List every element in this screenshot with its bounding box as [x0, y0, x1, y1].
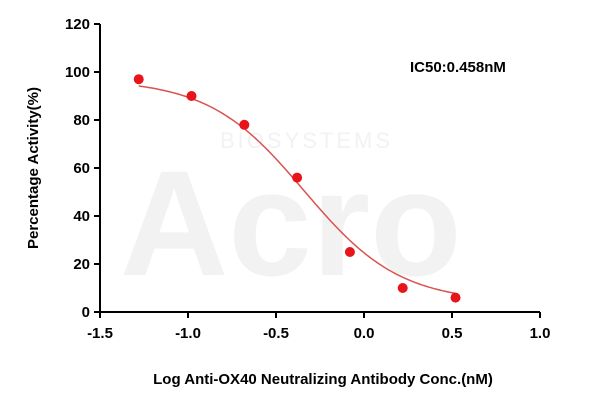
data-point: [450, 292, 461, 303]
y-tick-label: 40: [73, 208, 90, 225]
x-tick-label: -1.0: [175, 325, 201, 342]
y-axis-title: Percentage Activity(%): [25, 87, 42, 249]
data-point: [239, 119, 250, 130]
data-points: [133, 74, 461, 303]
watermark-text: BIOSYSTEMS: [220, 128, 393, 153]
y-tick-label: 120: [65, 16, 90, 33]
y-tick-label: 80: [73, 112, 90, 129]
x-tick-label: 0.5: [442, 325, 463, 342]
y-tick-label: 0: [82, 304, 90, 321]
x-tick-label: -0.5: [263, 325, 289, 342]
data-point: [344, 247, 355, 257]
x-tick-label: 1.0: [530, 325, 551, 342]
watermark-logo: Acro: [120, 139, 462, 307]
data-point: [397, 283, 408, 293]
x-tick-label: -1.5: [87, 325, 113, 342]
ic50-annotation: IC50:0.458nM: [410, 59, 506, 76]
data-point: [133, 74, 144, 85]
data-point: [292, 172, 303, 183]
axes: 0 20 40 60 80 100 120 -1.5 -1.0 -0.5 0.0 0.5 1.0: [65, 16, 550, 342]
y-tick-label: 100: [65, 64, 90, 81]
x-tick-label: 0.0: [354, 325, 375, 342]
y-tick-label: 60: [73, 160, 90, 177]
y-tick-label: 20: [73, 256, 90, 273]
x-axis-title: Log Anti-OX40 Neutralizing Antibody Conc…: [153, 371, 493, 388]
watermark: Acro BIOSYSTEMS: [120, 128, 462, 307]
data-point: [186, 91, 197, 101]
